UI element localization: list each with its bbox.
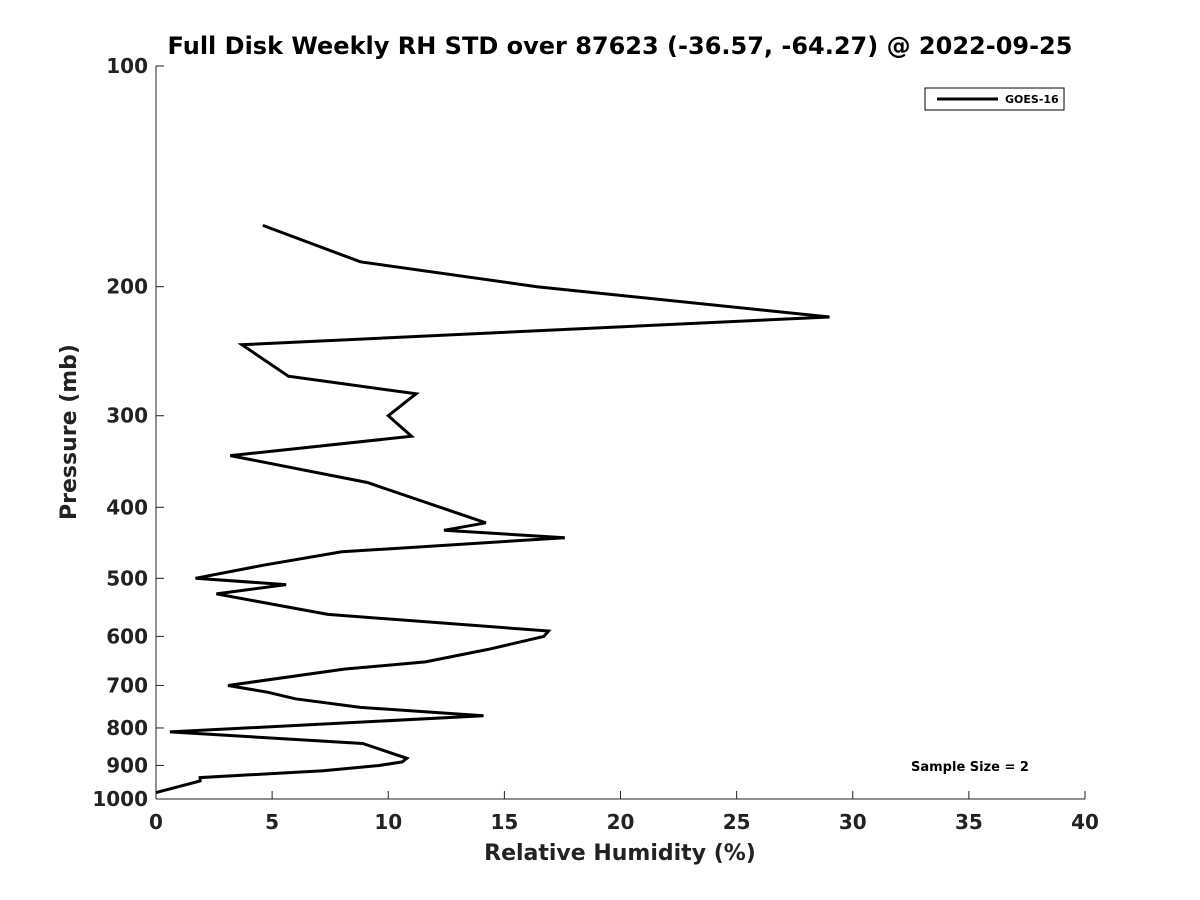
series-layer (155, 223, 830, 795)
x-tick-label: 15 (490, 810, 518, 834)
legend-label: GOES-16 (1005, 93, 1059, 106)
y-tick-label: 500 (106, 566, 148, 590)
x-tick-label: 20 (607, 810, 635, 834)
plot-area: 0 5 10 15 20 25 30 35 40 100 200 300 400 500 600 700 80… (92, 54, 1099, 834)
x-tick-label: 40 (1071, 810, 1099, 834)
x-ticks: 0 5 10 15 20 25 30 35 40 (149, 791, 1099, 834)
y-axis-label: Pressure (mb) (57, 344, 82, 520)
y-tick-label: 100 (106, 54, 148, 78)
y-tick-label: 900 (106, 753, 148, 777)
y-tick-label: 1000 (92, 787, 148, 811)
y-tick-label: 300 (106, 404, 148, 428)
series-line (155, 223, 830, 795)
y-ticks: 100 200 300 400 500 600 700 800 900 1000 (92, 54, 164, 811)
x-tick-label: 5 (265, 810, 279, 834)
y-tick-label: 400 (106, 495, 148, 519)
x-axis-label: Relative Humidity (%) (484, 841, 756, 866)
legend: GOES-16 (924, 87, 1065, 111)
y-tick-label: 200 (106, 275, 148, 299)
x-tick-label: 35 (955, 810, 983, 834)
y-tick-label: 700 (106, 673, 148, 697)
x-tick-label: 0 (149, 810, 163, 834)
x-tick-label: 30 (839, 810, 867, 834)
chart-title: Full Disk Weekly RH STD over 87623 (-36.… (168, 32, 1073, 60)
x-tick-label: 25 (723, 810, 751, 834)
y-tick-label: 600 (106, 624, 148, 648)
y-tick-label: 800 (106, 716, 148, 740)
x-tick-label: 10 (374, 810, 402, 834)
sample-size-annotation: Sample Size = 2 (911, 760, 1029, 775)
